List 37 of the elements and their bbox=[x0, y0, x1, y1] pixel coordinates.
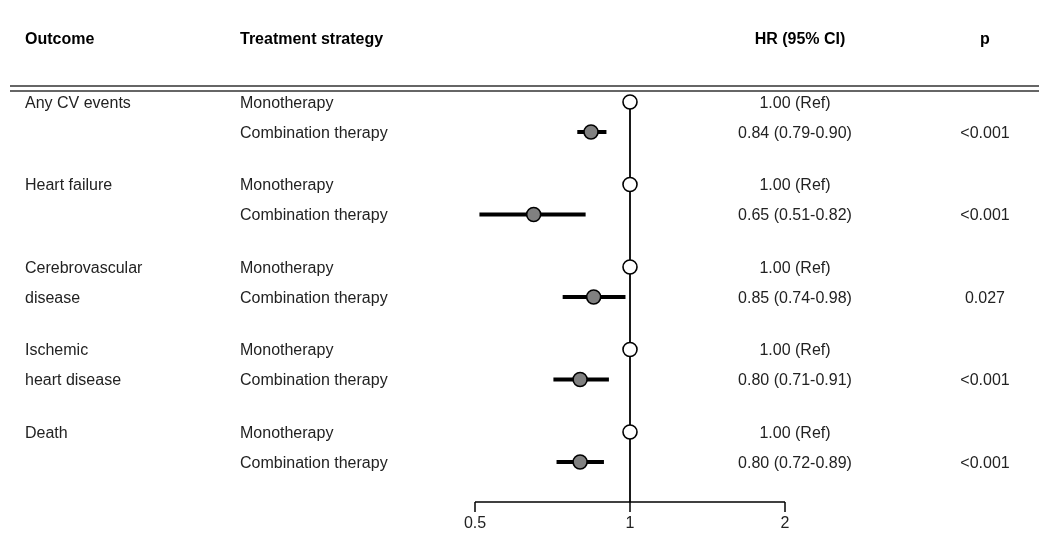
annotation: 1.00 (Ref) bbox=[759, 341, 831, 359]
text: <0.001 bbox=[960, 453, 1010, 471]
y-tick-label: Combination therapy bbox=[240, 288, 388, 306]
text: Ischemic heart disease bbox=[25, 341, 122, 389]
text: Treatment strategy bbox=[240, 30, 384, 47]
y-tick-label: Combination therapy bbox=[240, 206, 388, 224]
annotation: 1.00 (Ref) bbox=[759, 258, 831, 276]
annotation: 0.80 (0.71-0.91) bbox=[738, 371, 852, 389]
text: Death bbox=[25, 423, 68, 441]
annotation: 0.84 (0.79-0.90) bbox=[738, 123, 852, 141]
y-tick-label: Monotherapy bbox=[240, 423, 334, 441]
text: 0.027 bbox=[964, 288, 1006, 306]
text: Outcome bbox=[25, 30, 95, 47]
text: Heart failure bbox=[25, 176, 113, 194]
y-tick-label: Monotherapy bbox=[240, 341, 334, 359]
text: <0.001 bbox=[960, 371, 1010, 389]
x-tick-label: 0.5 bbox=[463, 514, 487, 531]
y-tick-label: Combination therapy bbox=[240, 371, 388, 389]
text: Any CV events bbox=[25, 93, 131, 111]
y-tick-label: Monotherapy bbox=[240, 258, 334, 276]
text: Cerebrovascular disease bbox=[25, 258, 144, 306]
text: <0.001 bbox=[960, 206, 1010, 224]
x-tick-label: 2 bbox=[780, 514, 790, 531]
x-tick-label: 1 bbox=[625, 514, 635, 531]
annotation: 0.65 (0.51-0.82) bbox=[738, 206, 852, 224]
text: HR (95% CI) bbox=[754, 30, 846, 47]
y-tick-label: Monotherapy bbox=[240, 93, 334, 111]
annotation: 0.80 (0.72-0.89) bbox=[738, 453, 852, 471]
annotation: 1.00 (Ref) bbox=[759, 93, 831, 111]
annotation: 1.00 (Ref) bbox=[759, 423, 831, 441]
annotation: 0.85 (0.74-0.98) bbox=[738, 288, 852, 306]
y-tick-label: Monotherapy bbox=[240, 176, 334, 194]
y-tick-label: Combination therapy bbox=[240, 123, 388, 141]
text: <0.001 bbox=[960, 123, 1010, 141]
text: p bbox=[980, 30, 991, 47]
y-tick-label: Combination therapy bbox=[240, 453, 388, 471]
annotation: 1.00 (Ref) bbox=[759, 176, 831, 194]
